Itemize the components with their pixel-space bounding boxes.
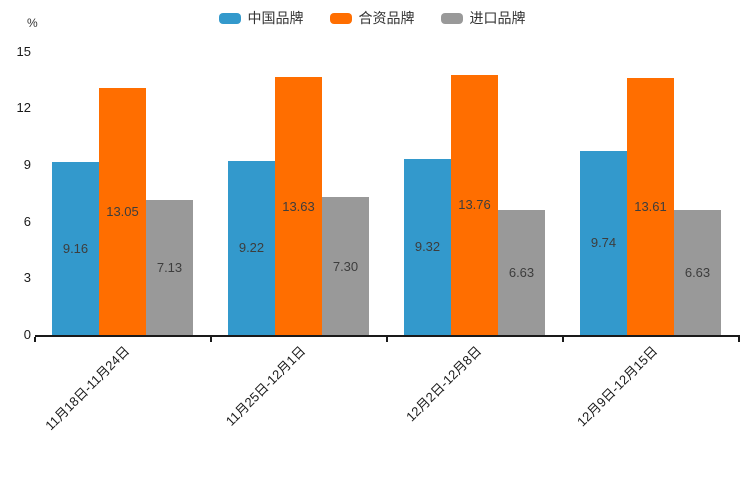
y-axis-tick-label: 3	[23, 270, 31, 286]
bar-value-label: 6.63	[508, 264, 535, 280]
bar: 13.61	[627, 77, 674, 335]
y-axis-tick-label: 6	[23, 213, 31, 229]
bar: 6.63	[674, 209, 721, 335]
legend: 中国品牌 合资品牌 进口品牌	[0, 8, 744, 28]
x-axis-tick-mark	[34, 337, 36, 342]
bar-value-label: 13.63	[282, 198, 315, 214]
y-axis-unit-label: %	[27, 16, 38, 30]
x-axis-tick-mark	[738, 337, 740, 342]
x-axis-category-label: 12月9日-12月15日	[574, 343, 661, 430]
x-axis-tick-mark	[386, 337, 388, 342]
x-axis-line	[35, 335, 740, 337]
x-axis-category-label: 11月25日-12月1日	[222, 343, 309, 429]
bar-value-label: 13.76	[458, 197, 491, 213]
bar: 9.16	[52, 161, 99, 335]
legend-swatch-icon	[440, 12, 463, 24]
x-axis-tick-mark	[562, 337, 564, 342]
bar-value-label: 9.16	[62, 240, 89, 256]
bar-value-label: 7.13	[156, 260, 183, 276]
legend-label: 合资品牌	[358, 10, 415, 26]
bar: 13.63	[275, 77, 322, 335]
legend-label: 进口品牌	[469, 10, 526, 26]
bar-value-label: 13.61	[634, 198, 667, 214]
y-axis-tick-label: 15	[16, 43, 31, 59]
bar-value-label: 6.63	[684, 264, 711, 280]
bar-value-label: 9.22	[238, 240, 265, 256]
y-axis-tick-label: 9	[23, 156, 31, 172]
legend-item-0[interactable]: 中国品牌	[218, 8, 304, 28]
bar: 9.22	[228, 160, 275, 335]
x-axis-category-label: 11月18日-11月24日	[42, 343, 133, 434]
bar: 13.76	[451, 74, 498, 335]
bar: 13.05	[99, 88, 146, 335]
bar-value-label: 7.30	[332, 258, 359, 274]
legend-label: 中国品牌	[247, 10, 304, 26]
legend-swatch-icon	[329, 12, 352, 24]
bar: 7.13	[146, 200, 193, 335]
y-axis-tick-label: 0	[23, 327, 31, 342]
legend-swatch-icon	[218, 12, 241, 24]
bar: 7.30	[322, 197, 369, 335]
legend-item-2[interactable]: 进口品牌	[440, 8, 526, 28]
bar: 9.32	[404, 158, 451, 335]
bar-value-label: 13.05	[106, 204, 139, 220]
legend-item-1[interactable]: 合资品牌	[329, 8, 415, 28]
x-axis-tick-mark	[210, 337, 212, 342]
y-axis-tick-label: 12	[16, 100, 31, 116]
bar: 9.74	[580, 150, 627, 335]
bar: 6.63	[498, 209, 545, 335]
x-axis-category-label: 12月2日-12月8日	[403, 343, 485, 425]
bar-value-label: 9.32	[414, 239, 441, 255]
bar-value-label: 9.74	[590, 235, 617, 251]
